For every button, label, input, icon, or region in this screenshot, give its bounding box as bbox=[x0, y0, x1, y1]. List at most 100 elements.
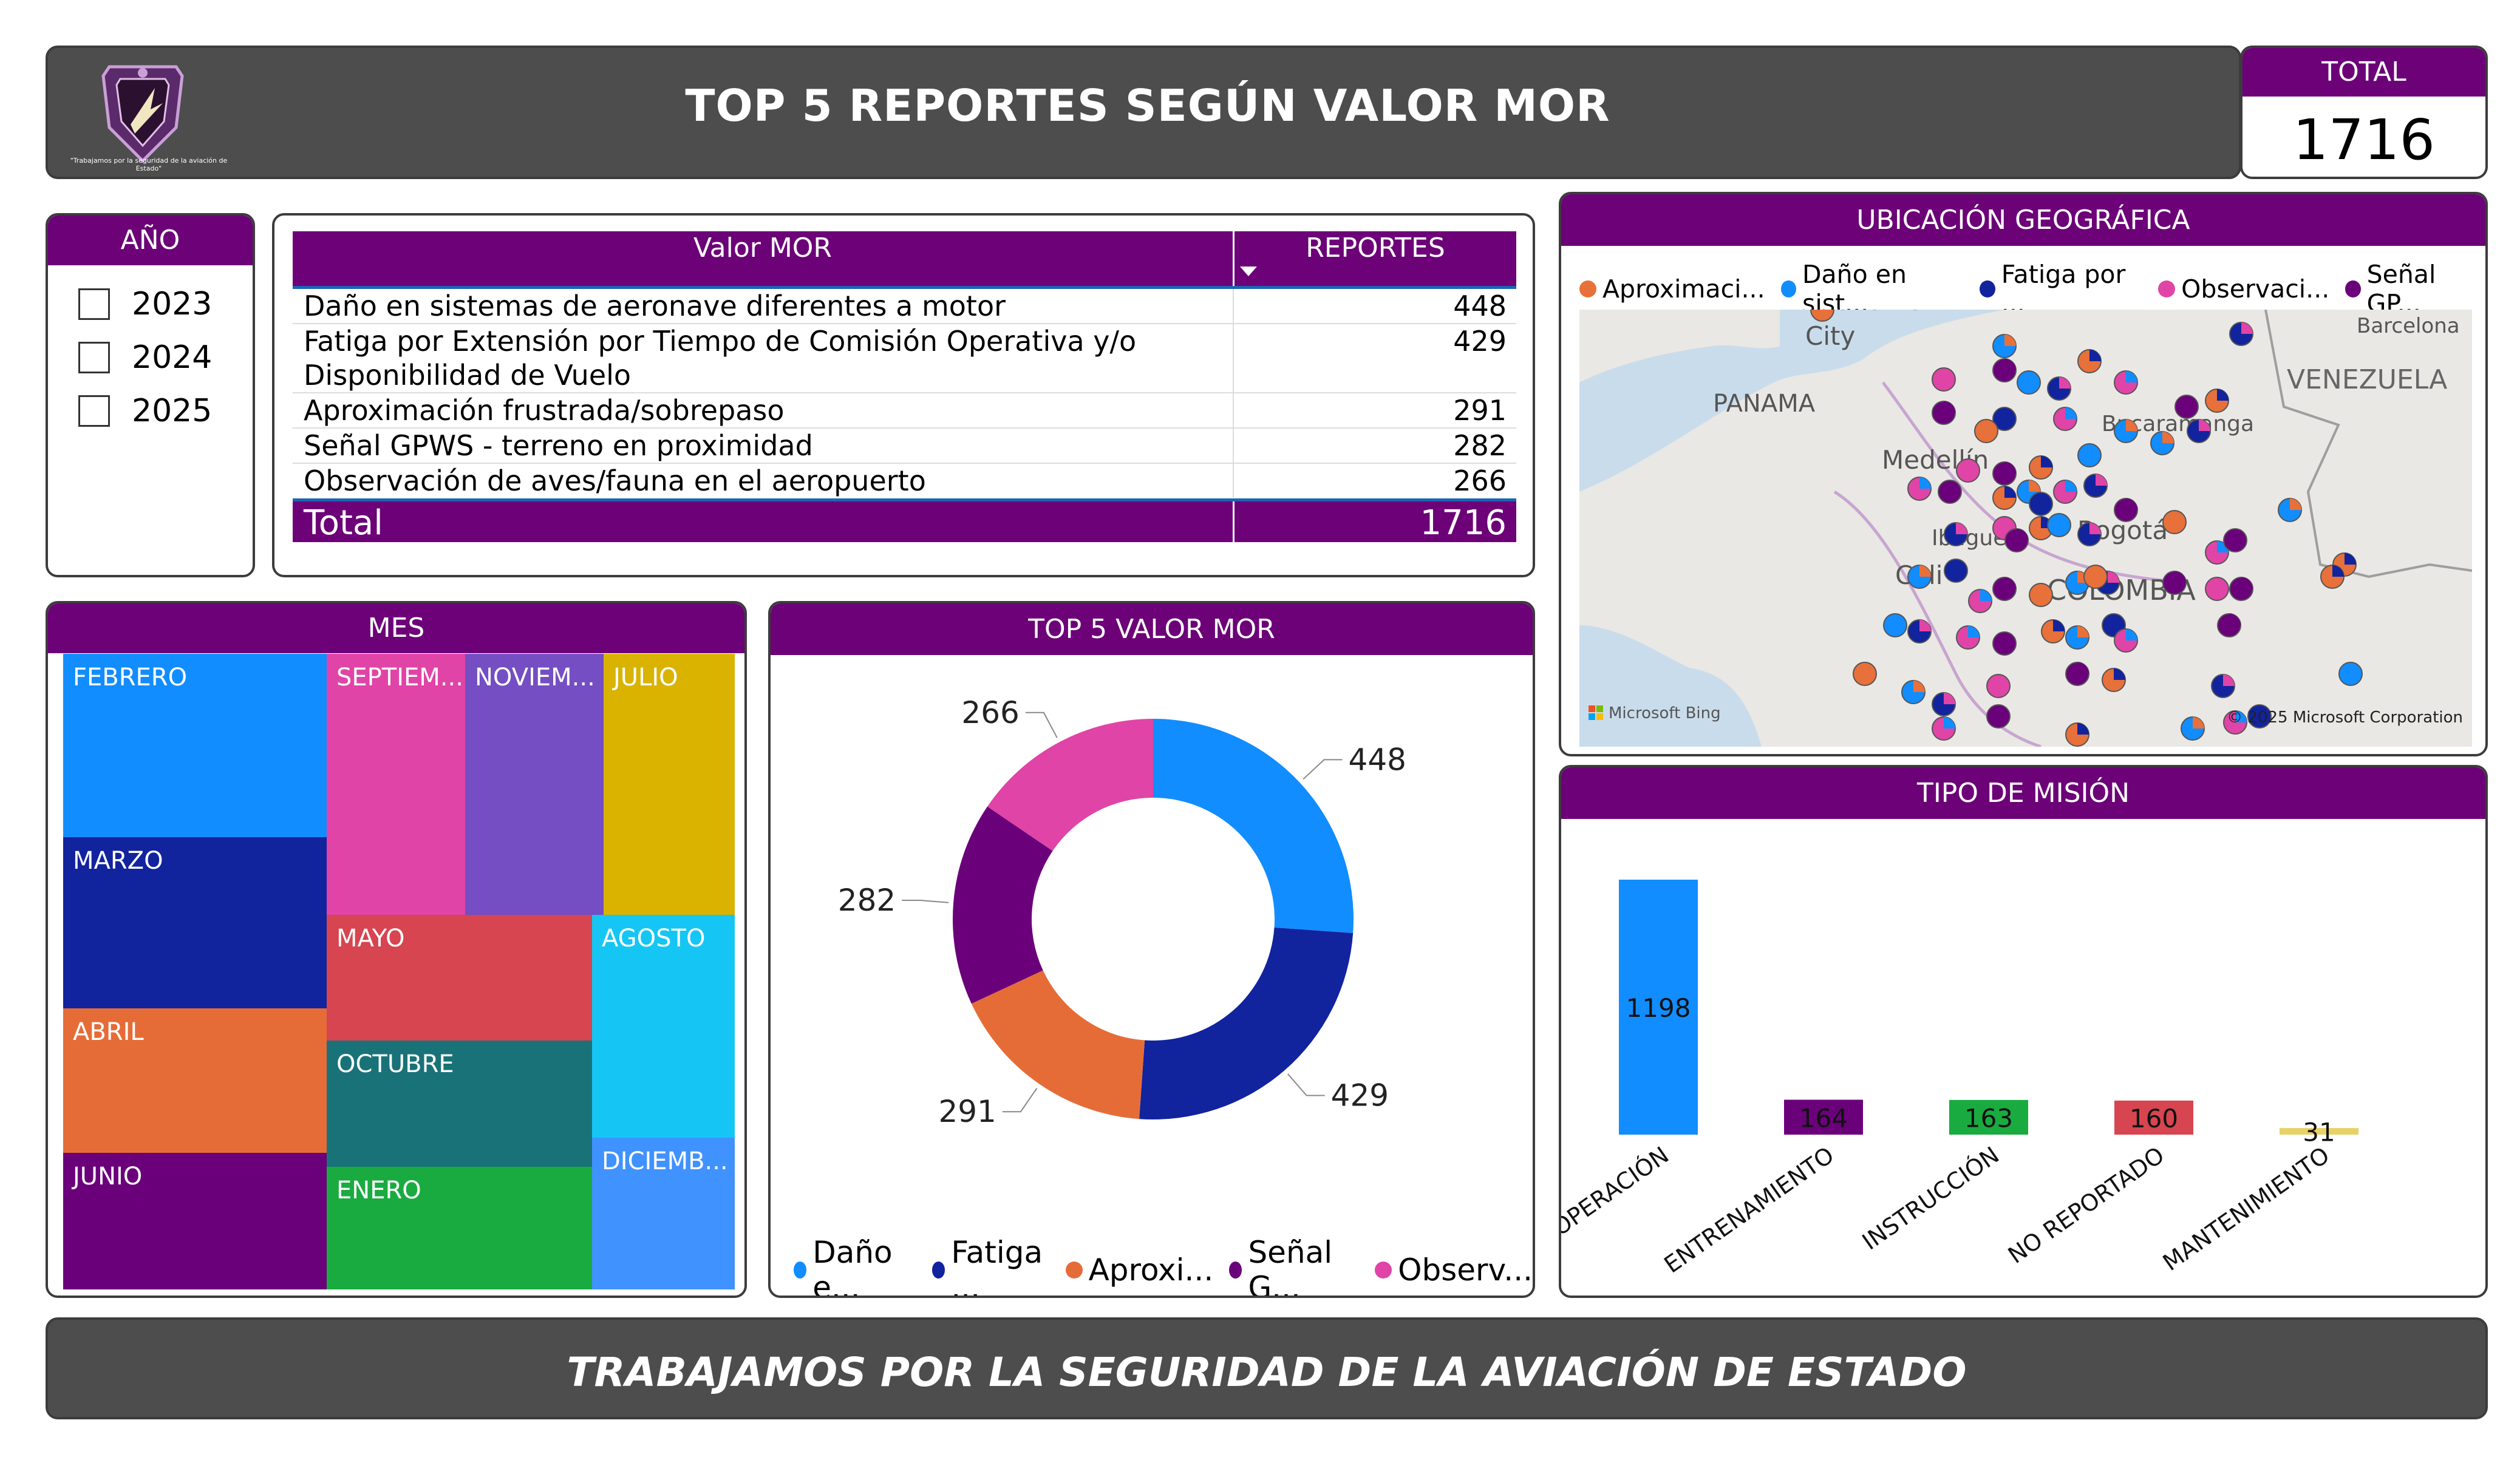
year-option-2025[interactable]: 2025 bbox=[78, 393, 212, 429]
donut-slice[interactable] bbox=[971, 970, 1145, 1119]
legend-dot-icon bbox=[932, 1262, 945, 1279]
map-marker-slice bbox=[2065, 407, 2077, 419]
legend-label: Observ... bbox=[1398, 1252, 1533, 1288]
checkbox-icon[interactable] bbox=[78, 342, 110, 373]
treemap-tile-abril[interactable]: ABRIL bbox=[63, 1008, 327, 1153]
bar-data-label: 160 bbox=[2130, 1104, 2178, 1133]
treemap-tile-febrero[interactable]: FEBRERO bbox=[63, 654, 327, 837]
map-marker[interactable] bbox=[1938, 480, 1962, 504]
legend-item[interactable]: Aproximaci... bbox=[1579, 260, 1765, 318]
table-cell-reportes: 291 bbox=[1233, 393, 1516, 427]
map-marker[interactable] bbox=[1853, 662, 1877, 686]
legend-item[interactable]: Observaci... bbox=[2158, 260, 2329, 318]
legend-item[interactable]: Fatiga ... bbox=[932, 1235, 1049, 1296]
map-marker[interactable] bbox=[2047, 513, 2071, 537]
legend-item[interactable]: Daño e... bbox=[794, 1235, 916, 1296]
checkbox-icon[interactable] bbox=[78, 395, 110, 427]
bar-data-label: 164 bbox=[1799, 1103, 1848, 1133]
column-divider bbox=[1233, 501, 1234, 545]
treemap-tile-agosto[interactable]: AGOSTO bbox=[592, 915, 735, 1138]
donut-chart[interactable]: 448 429 291 282 266 bbox=[771, 655, 1533, 1226]
bar-data-label: 1198 bbox=[1626, 993, 1691, 1023]
table-row[interactable]: Daño en sistemas de aeronave diferentes … bbox=[293, 289, 1516, 324]
map-marker[interactable] bbox=[1986, 704, 2011, 728]
column-header-reportes[interactable]: REPORTES bbox=[1233, 231, 1516, 286]
map-marker[interactable] bbox=[2029, 583, 2053, 607]
table-row[interactable]: Fatiga por Extensión por Tiempo de Comis… bbox=[293, 324, 1516, 393]
treemap-tile-diciembre[interactable]: DICIEMB... bbox=[592, 1138, 735, 1289]
map-marker[interactable] bbox=[2077, 443, 2102, 467]
table-row[interactable]: Señal GPWS - terreno en proximidad 282 bbox=[293, 429, 1516, 464]
map-marker-slice bbox=[1919, 620, 1931, 631]
legend-dot-icon bbox=[2158, 280, 2176, 297]
map-marker[interactable] bbox=[1883, 613, 1907, 637]
map-marker-slice bbox=[2029, 480, 2040, 492]
donut-slice[interactable] bbox=[1153, 719, 1354, 933]
map-place-label: City bbox=[1805, 321, 1855, 351]
column-header-valor-mor[interactable]: Valor MOR bbox=[693, 233, 833, 263]
map-marker-slice bbox=[2126, 419, 2137, 431]
bar[interactable] bbox=[1949, 1099, 2028, 1135]
bar-category-label: ENTRENAMIENTO bbox=[1660, 1141, 1839, 1278]
map-marker[interactable] bbox=[1992, 631, 2017, 656]
map-marker[interactable] bbox=[2338, 662, 2363, 686]
map-marker[interactable] bbox=[2174, 395, 2199, 419]
checkbox-icon[interactable] bbox=[78, 288, 110, 320]
map-marker[interactable] bbox=[1992, 407, 2017, 431]
map-marker[interactable] bbox=[2223, 528, 2247, 552]
map-card: UBICACIÓN GEOGRÁFICA Aproximaci... Daño … bbox=[1559, 192, 2488, 756]
donut-slice[interactable] bbox=[953, 806, 1053, 1004]
bar[interactable] bbox=[2280, 1128, 2358, 1135]
treemap-tile-julio[interactable]: JULIO bbox=[604, 654, 735, 915]
donut-slice[interactable] bbox=[1139, 927, 1354, 1119]
map-marker-slice bbox=[2217, 541, 2229, 552]
table-row[interactable]: Observación de aves/fauna en el aeropuer… bbox=[293, 464, 1516, 498]
treemap-tile-enero[interactable]: ENERO bbox=[327, 1167, 592, 1289]
table-cell-reportes: 429 bbox=[1233, 324, 1516, 392]
treemap-tile-octubre[interactable]: OCTUBRE bbox=[327, 1041, 592, 1167]
map-marker[interactable] bbox=[1956, 458, 1980, 483]
map-marker[interactable] bbox=[1986, 674, 2011, 698]
legend-item[interactable]: Observ... bbox=[1375, 1235, 1533, 1296]
treemap-tile-septiembre[interactable]: SEPTIEM... bbox=[327, 654, 465, 915]
map-marker-slice bbox=[2199, 419, 2210, 431]
map-marker-slice bbox=[1956, 523, 1967, 534]
map-marker-slice bbox=[2345, 553, 2356, 565]
table-cell-mor: Señal GPWS - terreno en proximidad bbox=[304, 429, 813, 462]
table-row[interactable]: Aproximación frustrada/sobrepaso 291 bbox=[293, 393, 1516, 429]
map-marker[interactable] bbox=[2029, 492, 2053, 516]
legend-item[interactable]: Aproxi... bbox=[1065, 1235, 1213, 1296]
map-marker[interactable] bbox=[1932, 367, 1956, 392]
map-marker-slice bbox=[1968, 626, 1980, 637]
map-title: UBICACIÓN GEOGRÁFICA bbox=[1561, 194, 2485, 246]
legend-dot-icon bbox=[1375, 1262, 1392, 1279]
map-marker-slice bbox=[2017, 529, 2028, 540]
map-canvas[interactable]: Panama City PANAMA Medellín Ibagué Bogot… bbox=[1579, 310, 2472, 747]
treemap-tile-marzo[interactable]: MARZO bbox=[63, 837, 327, 1008]
map-marker-slice bbox=[2332, 565, 2344, 577]
year-option-2024[interactable]: 2024 bbox=[78, 339, 212, 376]
legend-dot-icon bbox=[1065, 1262, 1083, 1279]
donut-leader-line bbox=[902, 900, 949, 903]
bar[interactable] bbox=[1619, 880, 1698, 1135]
map-marker[interactable] bbox=[1974, 419, 1998, 443]
map-marker[interactable] bbox=[2017, 370, 2041, 395]
map-legend: Aproximaci... Daño en sist... Fatiga por… bbox=[1579, 260, 2485, 318]
map-marker[interactable] bbox=[1944, 559, 1968, 583]
map-marker[interactable] bbox=[2162, 510, 2187, 534]
donut-slice[interactable] bbox=[987, 719, 1153, 851]
map-marker[interactable] bbox=[2205, 577, 2229, 601]
map-marker[interactable] bbox=[2083, 565, 2108, 589]
total-value: 1716 bbox=[2292, 107, 2436, 172]
treemap-tile-mayo[interactable]: MAYO bbox=[327, 915, 592, 1041]
map-marker[interactable] bbox=[1810, 310, 1834, 322]
map-marker[interactable] bbox=[2247, 704, 2272, 728]
bar[interactable] bbox=[2114, 1100, 2193, 1135]
bar[interactable] bbox=[1784, 1099, 1863, 1135]
treemap-tile-junio[interactable]: JUNIO bbox=[63, 1153, 327, 1289]
sort-desc-icon[interactable] bbox=[1240, 267, 1257, 276]
year-option-2023[interactable]: 2023 bbox=[78, 286, 212, 322]
treemap-tile-noviembre[interactable]: NOVIEM... bbox=[465, 654, 604, 915]
bar-chart[interactable]: 1198 OPERACIÓN 164 ENTRENAMIENTO 163 INSTRUCC… bbox=[1561, 819, 2485, 1296]
legend-item[interactable]: Señal G... bbox=[1229, 1235, 1359, 1296]
